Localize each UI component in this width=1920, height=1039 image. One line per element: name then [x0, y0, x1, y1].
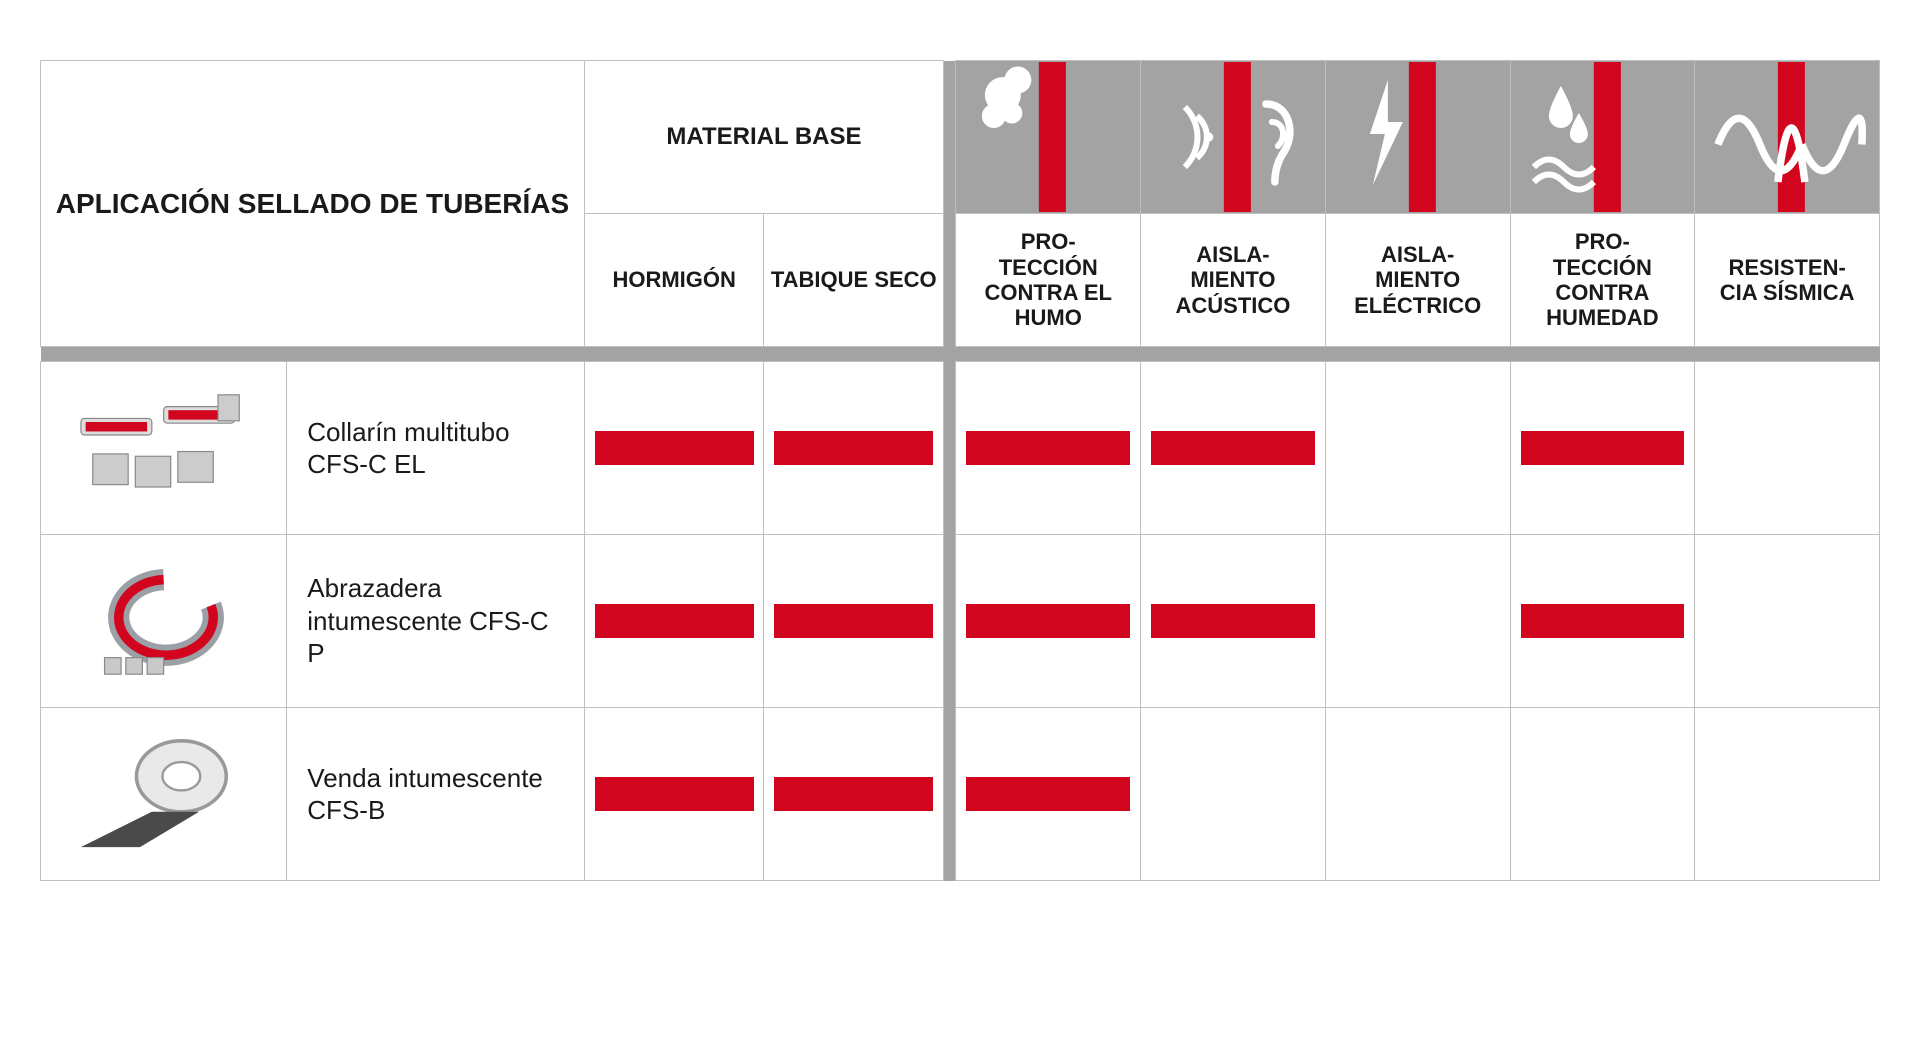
capability-cell: [1510, 535, 1695, 708]
capability-cell: [1510, 708, 1695, 881]
pipe-sealing-table: APLICACIÓN SELLADO DE TUBERÍAS MATERIAL …: [40, 60, 1880, 881]
capability-cell: [956, 535, 1141, 708]
capability-cell: [1695, 708, 1880, 881]
capability-bar: [966, 777, 1130, 811]
capability-cell: [956, 362, 1141, 535]
col-electric: AISLA-MIENTO ELÉCTRICO: [1325, 214, 1510, 347]
capability-bar: [1521, 604, 1685, 638]
material-base-header: MATERIAL BASE: [584, 61, 943, 214]
vertical-divider: [944, 708, 956, 881]
col-seismic: RESISTEN-CIA SÍSMICA: [1695, 214, 1880, 347]
capability-cell: [1141, 362, 1326, 535]
vertical-divider: [944, 61, 956, 347]
header-separator: [41, 347, 1880, 362]
capability-cell: [956, 708, 1141, 881]
moisture-icon: [1510, 61, 1695, 214]
capability-bar: [595, 777, 754, 811]
capability-cell: [1695, 362, 1880, 535]
capability-cell: [1325, 708, 1510, 881]
product-name: Abrazadera intumescente CFS-C P: [287, 535, 585, 708]
capability-cell: [1325, 362, 1510, 535]
capability-cell: [764, 535, 944, 708]
table-row: Collarín multitubo CFS-C EL: [41, 362, 1880, 535]
product-image: [41, 535, 287, 708]
table-row: Abrazadera intumescente CFS-C P: [41, 535, 1880, 708]
capability-bar: [966, 431, 1130, 465]
capability-cell: [584, 708, 764, 881]
product-name: Collarín multitubo CFS-C EL: [287, 362, 585, 535]
product-image: [41, 708, 287, 881]
capability-cell: [1141, 708, 1326, 881]
capability-bar: [774, 777, 933, 811]
product-name: Venda intumescente CFS-B: [287, 708, 585, 881]
capability-bar: [1521, 431, 1685, 465]
col-acoustic: AISLA-MIENTO ACÚSTICO: [1141, 214, 1326, 347]
capability-bar: [774, 431, 933, 465]
smoke-icon: [956, 61, 1141, 214]
capability-cell: [1141, 535, 1326, 708]
capability-cell: [584, 362, 764, 535]
capability-bar: [966, 604, 1130, 638]
capability-cell: [584, 535, 764, 708]
vertical-divider: [944, 362, 956, 535]
col-smoke: PRO-TECCIÓN CONTRA EL HUMO: [956, 214, 1141, 347]
product-image: [41, 362, 287, 535]
capability-bar: [595, 431, 754, 465]
capability-cell: [1695, 535, 1880, 708]
capability-cell: [764, 708, 944, 881]
table-row: Venda intumescente CFS-B: [41, 708, 1880, 881]
col-tabique-seco: TABIQUE SECO: [764, 214, 944, 347]
col-hormigon: HORMIGÓN: [584, 214, 764, 347]
capability-bar: [774, 604, 933, 638]
capability-bar: [1151, 604, 1315, 638]
capability-bar: [1151, 431, 1315, 465]
capability-cell: [764, 362, 944, 535]
col-moisture: PRO-TECCIÓN CONTRA HUMEDAD: [1510, 214, 1695, 347]
acoustic-icon: [1141, 61, 1326, 214]
application-title: APLICACIÓN SELLADO DE TUBERÍAS: [41, 61, 585, 347]
vertical-divider: [944, 535, 956, 708]
seismic-icon: [1695, 61, 1880, 214]
capability-cell: [1325, 535, 1510, 708]
capability-bar: [595, 604, 754, 638]
electric-icon: [1325, 61, 1510, 214]
capability-cell: [1510, 362, 1695, 535]
